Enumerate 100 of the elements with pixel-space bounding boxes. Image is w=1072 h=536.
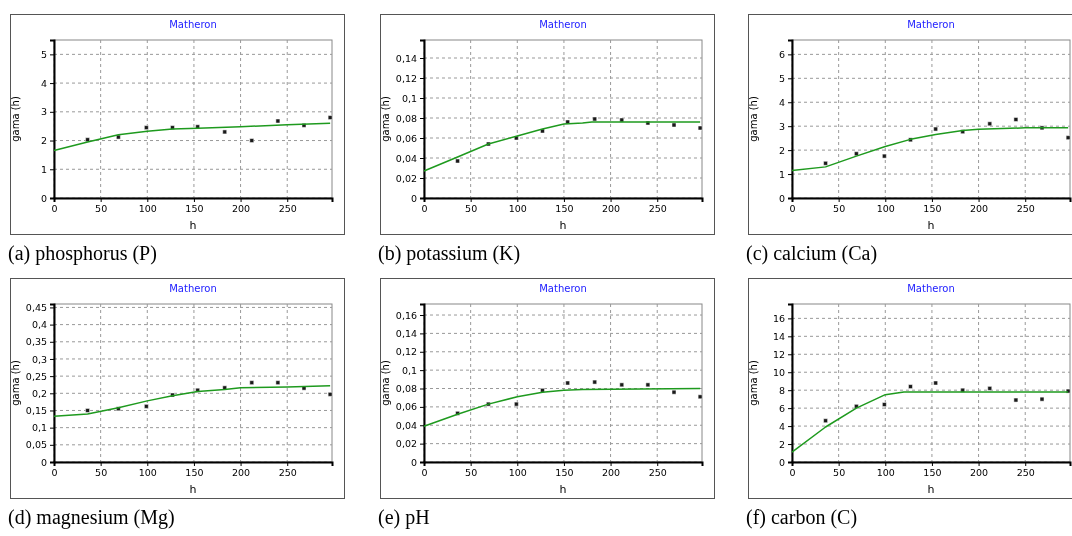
y-tick-label: 10 — [772, 366, 785, 378]
x-tick-label: 150 — [923, 466, 942, 478]
y-tick-label: 0 — [40, 192, 47, 204]
x-tick-label: 250 — [1016, 466, 1035, 478]
y-axis-title: gama (h) — [748, 360, 759, 406]
x-tick-label: 100 — [508, 466, 527, 478]
x-tick-label: 50 — [833, 466, 846, 478]
x-tick-label: 150 — [185, 466, 204, 478]
text: (c) calcium (Ca) — [746, 242, 878, 265]
y-tick-label: 0,2 — [31, 387, 47, 399]
y-tick-label: 0,1 — [401, 92, 417, 104]
x-tick-label: 250 — [1016, 202, 1035, 214]
y-tick-label: 0,1 — [31, 422, 47, 434]
x-tick-label: 50 — [95, 466, 108, 478]
text: (b) potassium (K) — [378, 242, 521, 265]
chart-title: Matheron — [169, 19, 217, 30]
y-tick-label: 0 — [410, 192, 417, 204]
chart-title: Matheron — [907, 283, 955, 294]
y-axis-title: gama (h) — [380, 96, 391, 142]
y-tick-label: 0 — [778, 192, 785, 204]
chart-title: Matheron — [169, 283, 217, 294]
x-tick-label: 150 — [555, 202, 574, 214]
y-tick-label: 3 — [778, 120, 785, 132]
y-tick-label: 0,1 — [401, 364, 417, 376]
x-tick-label: 50 — [95, 202, 108, 214]
x-tick-label: 150 — [923, 202, 942, 214]
text: (d) magnesium (Mg) — [8, 506, 175, 529]
chart-title: Matheron — [907, 19, 955, 30]
y-tick-label: 0,08 — [395, 383, 417, 395]
y-tick-label: 0,12 — [395, 346, 417, 358]
x-tick-label: 0 — [421, 466, 428, 478]
y-tick-label: 4 — [778, 420, 785, 432]
y-tick-label: 1 — [778, 168, 785, 180]
y-tick-label: 0,02 — [395, 172, 417, 184]
chart-title: Matheron — [539, 19, 587, 30]
x-tick-label: 200 — [232, 202, 251, 214]
y-tick-label: 0,05 — [25, 439, 47, 451]
y-tick-label: 0,12 — [395, 72, 417, 84]
y-tick-label: 0,45 — [25, 301, 47, 313]
y-tick-label: 0,4 — [31, 319, 47, 331]
y-tick-label: 0,16 — [395, 309, 417, 321]
text: (a) phosphorus (P) — [8, 242, 157, 265]
x-tick-label: 100 — [876, 202, 895, 214]
y-tick-label: 2 — [778, 144, 785, 156]
y-tick-label: 0,08 — [395, 112, 417, 124]
x-axis-title: h — [189, 219, 197, 232]
y-tick-label: 0,02 — [395, 438, 417, 450]
x-tick-label: 200 — [970, 202, 989, 214]
y-axis-title: gama (h) — [748, 96, 759, 142]
y-tick-label: 3 — [40, 106, 47, 118]
x-tick-label: 150 — [185, 202, 204, 214]
y-tick-label: 8 — [778, 384, 785, 396]
x-tick-label: 50 — [465, 466, 478, 478]
x-tick-label: 50 — [465, 202, 478, 214]
y-tick-label: 0 — [40, 456, 47, 468]
y-tick-label: 0 — [410, 456, 417, 468]
x-tick-label: 0 — [789, 466, 796, 478]
y-tick-label: 6 — [778, 48, 785, 60]
x-tick-label: 200 — [602, 202, 621, 214]
y-tick-label: 6 — [778, 402, 785, 414]
x-tick-label: 250 — [278, 202, 297, 214]
y-tick-label: 1 — [40, 163, 47, 175]
y-tick-label: 4 — [778, 96, 785, 108]
y-tick-label: 2 — [40, 135, 47, 147]
y-tick-label: 12 — [772, 348, 785, 360]
x-tick-label: 0 — [51, 202, 58, 214]
x-tick-label: 150 — [555, 466, 574, 478]
y-tick-label: 2 — [778, 438, 785, 450]
y-tick-label: 0,14 — [395, 327, 417, 339]
x-tick-label: 100 — [138, 466, 157, 478]
y-tick-label: 0,15 — [25, 405, 47, 417]
y-axis-title: gama (h) — [10, 96, 21, 142]
chart-title: Matheron — [539, 283, 587, 294]
x-tick-label: 100 — [876, 466, 895, 478]
x-axis-title: h — [559, 483, 567, 496]
y-tick-label: 14 — [772, 330, 785, 342]
y-tick-label: 0,25 — [25, 370, 47, 382]
y-tick-label: 5 — [40, 48, 47, 60]
y-tick-label: 0,04 — [395, 419, 417, 431]
x-tick-label: 200 — [970, 466, 989, 478]
y-axis-title: gama (h) — [10, 360, 21, 406]
y-tick-label: 5 — [778, 72, 785, 84]
y-tick-label: 0,3 — [31, 353, 47, 365]
y-tick-label: 16 — [772, 312, 785, 324]
y-tick-label: 0,35 — [25, 336, 47, 348]
y-tick-label: 0 — [778, 456, 785, 468]
x-axis-title: h — [927, 483, 935, 496]
y-tick-label: 0,06 — [395, 401, 417, 413]
x-tick-label: 100 — [508, 202, 527, 214]
x-tick-label: 0 — [51, 466, 58, 478]
x-axis-title: h — [927, 219, 935, 232]
y-tick-label: 0,06 — [395, 132, 417, 144]
x-tick-label: 0 — [421, 202, 428, 214]
y-tick-label: 0,04 — [395, 152, 417, 164]
y-tick-label: 4 — [40, 77, 47, 89]
x-tick-label: 250 — [648, 466, 667, 478]
x-tick-label: 100 — [138, 202, 157, 214]
x-tick-label: 50 — [833, 202, 846, 214]
x-tick-label: 200 — [232, 466, 251, 478]
x-tick-label: 200 — [602, 466, 621, 478]
